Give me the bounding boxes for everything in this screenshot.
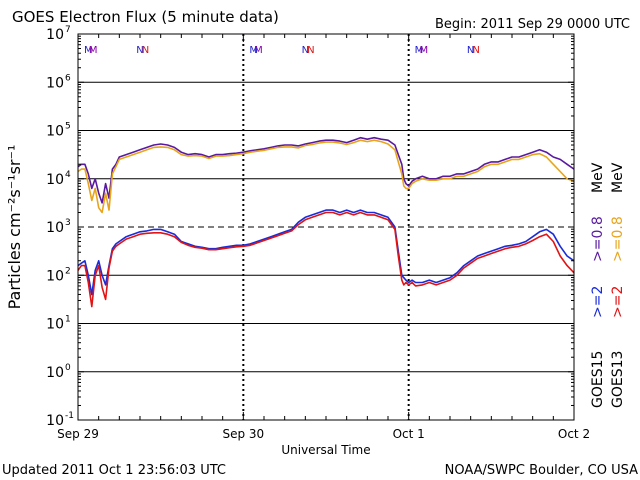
y-tick-label-exp: 4 [65,170,71,180]
footer-updated: Updated 2011 Oct 1 23:56:03 UTC [2,463,226,478]
marker-label: M [415,45,424,56]
legend-goes13: GOES13 [610,351,626,408]
x-tick-label: Oct 2 [558,427,590,441]
begin-label: Begin: 2011 Sep 29 0000 UTC [435,17,630,32]
y-tick-label-base: 10 [46,75,64,91]
series-layer [77,136,575,308]
legend-mev-b: MeV [610,162,626,193]
y-tick-label-exp: 7 [65,25,71,35]
grid-layer [78,34,574,420]
marker-label: N [307,45,314,56]
x-tick-label: Sep 29 [57,427,99,441]
marker-label: N [136,45,143,56]
marker-label: M [84,45,93,56]
y-tick-label-exp: 2 [65,266,71,276]
legend-g13-2: >=2 [610,286,626,318]
series-line-1 [77,139,575,214]
y-tick-label-base: 10 [46,172,64,188]
series-line-0 [77,136,575,204]
x-tick-label: Oct 1 [393,427,425,441]
legend-g15-08: >=0.8 [590,216,606,262]
marker-label: M [420,45,429,56]
y-tick-label-base: 10 [46,124,64,140]
y-tick-label-exp: 1 [65,315,71,325]
marker-label: M [249,45,258,56]
y-tick-label-exp: -1 [65,411,74,421]
x-tick-label: Sep 30 [222,427,264,441]
y-tick-label-base: 10 [46,317,64,333]
legend-goes15: GOES15 [590,351,606,408]
legend-g15-2: >=2 [590,286,606,318]
marker-label: N [467,45,474,56]
y-tick-label-base: 10 [46,365,64,381]
marker-label: M [254,45,263,56]
marker-layer: MM NN MM NN MM NN [84,45,480,56]
legend-mev-a: MeV [590,162,606,193]
y-tick-label-base: 10 [46,27,64,43]
series-line-3 [77,211,575,308]
y-tick-label-exp: 0 [65,363,71,373]
legend-g13-08: >=0.8 [610,216,626,262]
y-tick-label-exp: 6 [65,73,71,83]
y-tick-label-exp: 5 [65,122,71,132]
x-axis-label: Universal Time [281,443,370,457]
y-tick-label-base: 10 [46,413,64,429]
legend: GOES15 GOES13 >=2 >=2 >=0.8 >=0.8 MeV MeV [590,162,626,408]
footer-credit: NOAA/SWPC Boulder, CO USA [445,463,638,478]
marker-label: N [472,45,479,56]
y-axis-label: Particles cm⁻²s⁻¹sr⁻¹ [5,145,24,310]
y-tick-label-base: 10 [46,268,64,284]
marker-label: N [302,45,309,56]
marker-label: N [142,45,149,56]
y-tick-label-base: 10 [46,220,64,236]
chart-title: GOES Electron Flux (5 minute data) [12,8,279,26]
marker-label: M [89,45,98,56]
y-tick-label-exp: 3 [65,218,71,228]
series-line-2 [77,209,575,296]
